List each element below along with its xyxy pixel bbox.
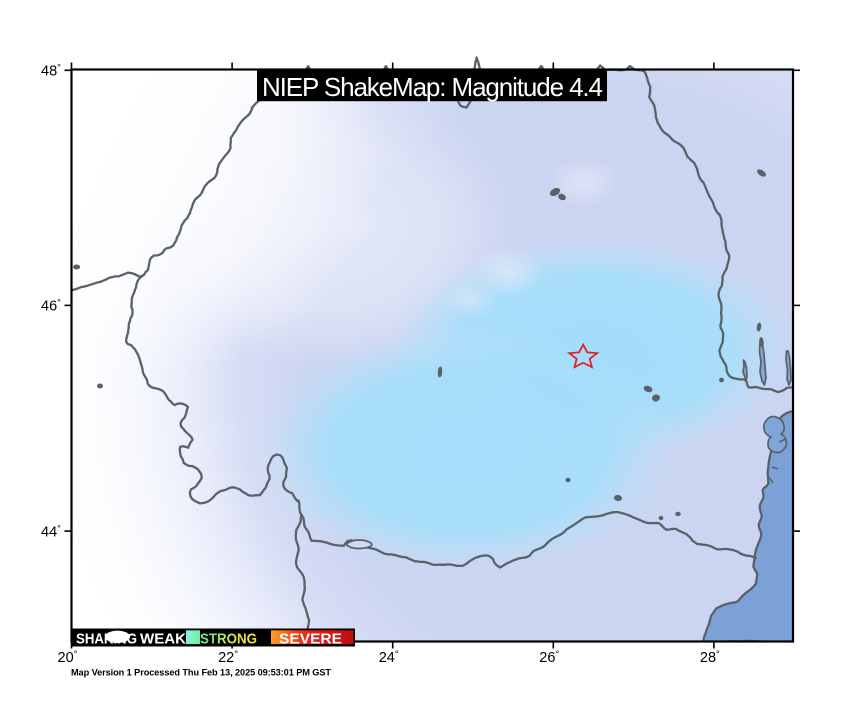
svg-text:22°: 22° bbox=[218, 649, 238, 666]
svg-text:NIEP ShakeMap: Magnitude 4.4: NIEP ShakeMap: Magnitude 4.4 bbox=[262, 72, 603, 102]
svg-text:24°: 24° bbox=[379, 649, 399, 666]
svg-text:SEVERE: SEVERE bbox=[279, 631, 342, 648]
svg-text:28°: 28° bbox=[700, 649, 720, 666]
svg-text:20°: 20° bbox=[58, 649, 78, 666]
svg-text:26°: 26° bbox=[539, 649, 559, 666]
svg-text:Map Version 1 Processed Thu Fe: Map Version 1 Processed Thu Feb 13, 2025… bbox=[71, 668, 331, 678]
svg-text:44°: 44° bbox=[41, 523, 61, 540]
svg-text:WEAK: WEAK bbox=[140, 631, 186, 648]
svg-text:STRONG: STRONG bbox=[200, 631, 257, 648]
svg-text:48°: 48° bbox=[41, 63, 61, 80]
svg-text:46°: 46° bbox=[41, 298, 61, 315]
